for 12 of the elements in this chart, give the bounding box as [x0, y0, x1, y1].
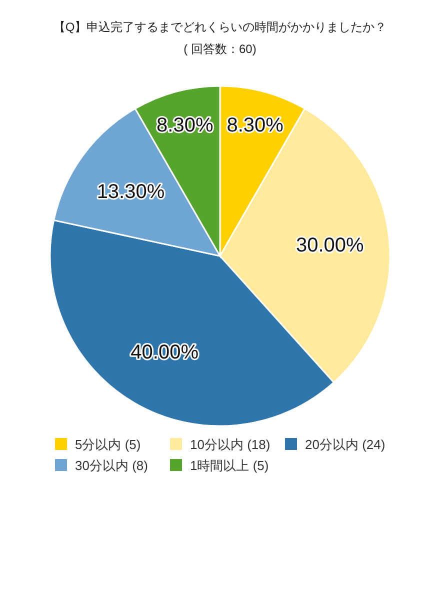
chart-subtitle: ( 回答数：60) [184, 42, 256, 56]
legend-label: 30分以内 (8) [75, 458, 148, 473]
chart-title: 【Q】申込完了するまでどれくらいの時間がかかりましたか？ [53, 20, 387, 34]
data-label: 8.30% [226, 114, 284, 137]
data-label: 13.30% [96, 180, 165, 203]
data-label: 30.00% [296, 234, 364, 256]
data-label: 40.00% [130, 342, 199, 364]
legend-label: 5分以内 (5) [75, 437, 141, 452]
legend-label: 20分以内 (24) [305, 437, 386, 452]
legend-label: 10分以内 (18) [190, 437, 270, 452]
data-label: 8.30% [156, 114, 214, 137]
legend-label: 1時間以上 (5) [190, 458, 269, 473]
